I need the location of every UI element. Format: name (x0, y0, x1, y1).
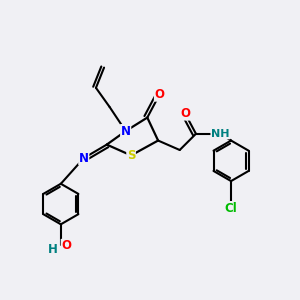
Text: O: O (180, 107, 190, 120)
Text: Cl: Cl (225, 202, 237, 214)
Text: N: N (79, 152, 89, 165)
Text: NH: NH (211, 129, 230, 139)
Text: S: S (127, 149, 135, 162)
Text: O: O (61, 239, 71, 252)
Text: O: O (154, 88, 164, 101)
Text: N: N (121, 124, 131, 138)
Text: H: H (48, 244, 58, 256)
